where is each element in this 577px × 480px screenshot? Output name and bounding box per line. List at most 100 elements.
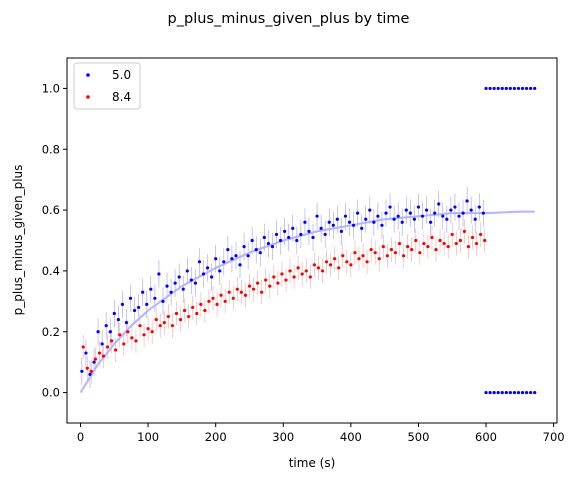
point-series-0 — [266, 241, 271, 246]
point-series-1 — [126, 330, 130, 334]
point-series-1 — [89, 369, 93, 373]
point-series-0 — [287, 235, 291, 240]
point-series-1 — [211, 296, 215, 300]
x-axis: 0 100 200 300 400 500 600 700 — [77, 423, 565, 444]
point-series-0 — [157, 272, 161, 276]
point-series-0 — [327, 220, 331, 224]
point-series-1 — [280, 272, 284, 276]
point-series-0 — [193, 281, 198, 285]
point-series-1 — [450, 232, 454, 237]
point-series-1 — [337, 266, 341, 270]
y-tick-label: 0.0 — [42, 386, 60, 400]
legend-marker-5-0 — [86, 73, 90, 77]
y-tick-label: 0.4 — [42, 264, 60, 278]
point-series-0-extra — [484, 390, 488, 395]
point-series-1 — [385, 254, 389, 258]
point-series-1 — [430, 235, 434, 240]
point-series-1 — [292, 275, 296, 279]
point-series-1 — [227, 290, 231, 294]
point-series-0 — [465, 199, 469, 203]
point-series-1 — [158, 324, 162, 328]
point-series-0-extra — [516, 86, 521, 91]
point-series-0 — [181, 287, 185, 291]
point-series-1 — [341, 254, 345, 258]
point-series-1 — [470, 235, 475, 240]
point-series-0 — [169, 290, 173, 294]
point-series-0 — [274, 232, 279, 237]
point-series-0 — [380, 223, 384, 227]
point-series-0 — [307, 229, 311, 233]
point-series-1 — [235, 287, 239, 291]
legend-box — [73, 62, 141, 110]
point-series-0 — [201, 272, 206, 276]
point-series-0 — [481, 211, 485, 215]
point-series-0 — [408, 211, 412, 215]
legend-marker-8-4 — [86, 95, 90, 99]
point-series-1 — [110, 339, 114, 343]
point-series-0 — [433, 211, 437, 215]
point-series-1 — [410, 248, 414, 252]
point-series-0 — [347, 220, 352, 224]
point-series-0 — [96, 330, 100, 334]
point-series-1 — [349, 263, 353, 267]
point-series-0 — [303, 220, 307, 224]
point-series-0 — [429, 220, 433, 224]
point-series-1 — [203, 308, 207, 313]
point-series-0 — [177, 275, 181, 279]
point-series-1 — [361, 254, 365, 258]
point-series-0 — [315, 214, 319, 218]
point-series-0-extra — [508, 390, 512, 395]
x-axis-label: time (s) — [289, 456, 336, 470]
point-series-1 — [308, 275, 312, 279]
point-series-1 — [426, 244, 430, 249]
point-series-0 — [189, 278, 193, 282]
point-series-1 — [178, 317, 183, 322]
x-tick-label: 500 — [407, 430, 429, 444]
point-series-1 — [357, 257, 361, 261]
point-series-0 — [291, 226, 295, 230]
point-series-0 — [364, 217, 368, 221]
point-series-0 — [205, 266, 210, 270]
point-series-0 — [246, 254, 250, 258]
point-series-1 — [122, 342, 126, 346]
point-series-0 — [153, 296, 157, 300]
legend: 5.0 8.4 — [73, 62, 141, 110]
point-series-0 — [449, 208, 453, 212]
point-series-0 — [360, 226, 364, 230]
point-series-1 — [85, 366, 89, 370]
point-series-0 — [84, 351, 88, 355]
point-series-1 — [81, 345, 85, 349]
point-series-1 — [97, 351, 102, 355]
point-series-1 — [300, 272, 304, 276]
point-series-0 — [351, 223, 356, 227]
point-series-0 — [461, 211, 465, 215]
x-tick-label: 100 — [137, 430, 159, 444]
point-series-0 — [149, 287, 153, 291]
point-series-0 — [222, 260, 226, 264]
point-series-0-extra — [524, 390, 529, 395]
point-series-0 — [145, 302, 149, 306]
point-series-0 — [412, 217, 416, 221]
point-series-1 — [268, 284, 272, 288]
point-series-1 — [215, 302, 219, 306]
point-series-0 — [437, 202, 441, 206]
point-series-0 — [388, 205, 392, 209]
x-tick-label: 300 — [272, 430, 294, 444]
point-series-0-extra — [529, 86, 533, 91]
point-series-0 — [473, 217, 477, 221]
point-series-0-extra — [504, 390, 508, 395]
point-series-0 — [469, 208, 473, 212]
point-series-0 — [477, 205, 481, 209]
point-series-0 — [226, 248, 230, 252]
point-series-0 — [214, 257, 218, 261]
point-series-1 — [146, 327, 150, 331]
x-tick-label: 400 — [340, 430, 362, 444]
point-series-0-extra — [512, 86, 517, 91]
point-series-0-extra — [484, 86, 488, 91]
point-series-0 — [441, 214, 445, 218]
point-series-1 — [118, 333, 122, 337]
point-series-0 — [299, 232, 303, 237]
point-series-0 — [132, 308, 137, 313]
point-series-0 — [80, 369, 84, 373]
